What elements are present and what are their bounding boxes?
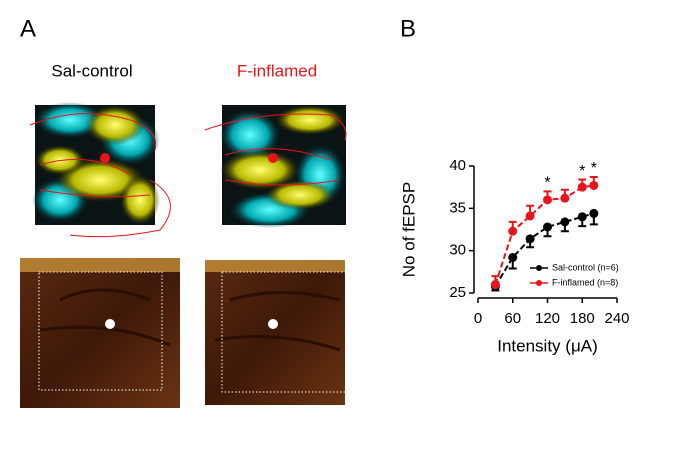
x-tick-label: 180 (570, 310, 595, 327)
data-point (525, 234, 535, 244)
y-tick-label: 25 (449, 284, 466, 301)
data-point (543, 195, 552, 205)
data-point (490, 280, 500, 290)
x-tick-label: 60 (504, 310, 521, 327)
legend-label: F-inflamed (n=8) (552, 277, 618, 287)
slice-image (20, 258, 180, 408)
legend-marker (536, 280, 542, 286)
data-point (560, 217, 570, 227)
y-tick-label: 30 (449, 242, 466, 259)
x-tick-label: 240 (604, 310, 629, 327)
data-point (577, 182, 587, 192)
slice-image (205, 260, 347, 405)
heatmap (29, 102, 171, 238)
significance-marker: * (579, 163, 585, 180)
significance-marker: * (591, 160, 597, 177)
legend-label: Sal-control (n=6) (552, 262, 619, 272)
image-title: F-inflamed (237, 61, 317, 80)
y-tick-label: 40 (449, 157, 466, 174)
data-point (589, 180, 599, 190)
panel-label: B (400, 15, 416, 42)
significance-marker: * (544, 175, 550, 192)
data-point (560, 193, 570, 203)
x-tick-label: 0 (474, 310, 482, 327)
y-tick-label: 35 (449, 199, 466, 216)
heatmap (204, 105, 347, 228)
data-point (589, 208, 599, 218)
data-point (508, 226, 518, 236)
data-point (508, 252, 518, 262)
data-point (525, 211, 535, 221)
legend-marker (536, 265, 542, 271)
data-point (577, 212, 587, 222)
image-title: Sal-control (51, 61, 132, 80)
x-axis-label: Intensity (μA) (497, 336, 598, 355)
data-point (543, 222, 552, 232)
y-axis-label: No of fEPSP (399, 182, 418, 277)
x-tick-label: 120 (535, 310, 560, 327)
panel-label: A (20, 15, 36, 42)
